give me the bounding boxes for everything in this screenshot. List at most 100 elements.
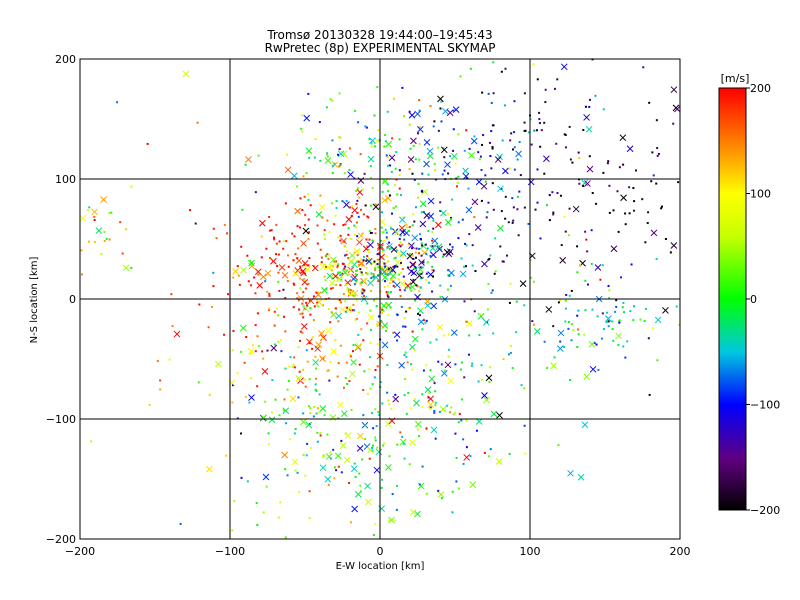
- dot-point: [447, 355, 450, 358]
- dot-point: [368, 251, 371, 254]
- dot-point: [656, 359, 659, 362]
- dot-point: [371, 239, 374, 242]
- dot-point: [374, 368, 377, 371]
- dot-point: [368, 257, 371, 260]
- dot-point: [370, 273, 373, 276]
- dot-point: [394, 205, 397, 208]
- dot-point: [399, 295, 402, 298]
- dot-point: [632, 209, 635, 212]
- dot-point: [385, 291, 388, 294]
- cross-point: [414, 110, 421, 118]
- dot-point: [121, 252, 124, 255]
- dot-point: [80, 249, 83, 252]
- dot-point: [446, 404, 449, 407]
- cross-point: [336, 275, 344, 283]
- dot-point: [387, 190, 390, 193]
- x-axis-label: E-W location [km]: [336, 561, 425, 572]
- dot-point: [395, 508, 398, 511]
- cross-point: [373, 466, 381, 474]
- dot-point: [491, 146, 494, 149]
- dot-point: [278, 253, 281, 256]
- dot-point: [406, 361, 409, 364]
- dot-point: [306, 304, 309, 307]
- dot-point: [412, 213, 415, 216]
- dot-point: [335, 283, 338, 286]
- dot-point: [406, 226, 409, 229]
- dot-point: [314, 367, 317, 370]
- dot-point: [369, 231, 372, 234]
- dot-point: [304, 213, 307, 216]
- dot-point: [459, 75, 462, 78]
- dot-point: [504, 217, 507, 220]
- dot-point: [352, 303, 355, 306]
- dot-point: [639, 318, 642, 321]
- dot-point: [383, 262, 386, 265]
- dot-point: [660, 207, 663, 210]
- dot-point: [357, 311, 360, 314]
- colorbar-tick-label: −100: [750, 399, 780, 412]
- dot-point: [353, 177, 356, 180]
- dot-point: [376, 86, 379, 89]
- dot-point: [346, 306, 349, 309]
- cross-point: [431, 237, 439, 245]
- dot-point: [540, 129, 543, 132]
- dot-point: [294, 469, 297, 472]
- dot-point: [370, 446, 373, 449]
- y-tick-label: −200: [46, 533, 76, 546]
- dot-point: [564, 133, 567, 136]
- dot-point: [387, 291, 390, 294]
- dot-point: [488, 381, 491, 384]
- dot-point: [457, 487, 460, 490]
- dot-point: [284, 468, 287, 471]
- dot-point: [380, 320, 383, 323]
- dot-point: [327, 307, 330, 310]
- dot-point: [353, 309, 356, 312]
- dot-point: [602, 328, 605, 331]
- dot-point: [377, 129, 380, 132]
- dot-point: [396, 193, 399, 196]
- cross-point: [278, 264, 286, 271]
- dot-point: [669, 251, 672, 254]
- cross-point: [388, 154, 396, 162]
- dot-point: [489, 366, 492, 369]
- cross-point: [471, 198, 479, 206]
- dot-point: [286, 388, 289, 391]
- dot-point: [393, 97, 396, 100]
- cross-point: [353, 248, 361, 255]
- dot-point: [299, 312, 302, 315]
- dot-point: [492, 124, 495, 127]
- dot-point: [326, 253, 329, 256]
- dot-point: [353, 224, 356, 227]
- dot-point: [270, 411, 273, 414]
- dot-point: [105, 237, 108, 240]
- dot-point: [405, 412, 408, 415]
- cross-point: [254, 268, 262, 276]
- dot-point: [492, 61, 495, 64]
- dot-point: [624, 356, 627, 359]
- cross-point: [347, 171, 354, 178]
- dot-point: [273, 324, 276, 327]
- dot-point: [425, 279, 428, 282]
- dot-point: [369, 387, 372, 390]
- dot-point: [520, 384, 523, 387]
- dot-point: [354, 189, 357, 192]
- dot-point: [632, 319, 635, 322]
- dot-point: [321, 303, 324, 306]
- dot-point: [312, 415, 315, 418]
- dot-point: [375, 323, 378, 326]
- cross-point: [270, 257, 277, 265]
- dot-point: [474, 270, 477, 273]
- dot-point: [319, 159, 322, 162]
- dot-point: [626, 340, 629, 343]
- y-tick-label: 100: [55, 173, 76, 186]
- dot-point: [385, 231, 388, 234]
- dot-point: [361, 264, 364, 267]
- dot-point: [393, 519, 396, 522]
- dot-point: [255, 501, 258, 504]
- dot-point: [385, 330, 388, 333]
- dot-point: [296, 471, 299, 474]
- dot-point: [507, 353, 510, 356]
- cross-point: [670, 86, 678, 94]
- cross-point: [567, 469, 574, 477]
- dot-point: [338, 92, 341, 95]
